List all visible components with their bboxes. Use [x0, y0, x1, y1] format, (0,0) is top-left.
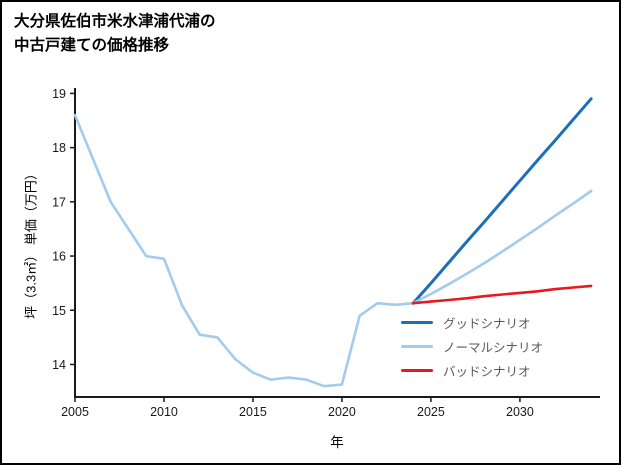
- x-tick-label: 2025: [417, 405, 445, 419]
- legend-item-normal-scenario: ノーマルシナリオ: [401, 339, 544, 355]
- normal-scenario-label: ノーマルシナリオ: [443, 341, 544, 355]
- series-line-1: [411, 97, 593, 305]
- y-tick-label: 14: [52, 358, 66, 372]
- bad-scenario-line-swatch: [401, 369, 433, 372]
- y-tick-label: 17: [52, 195, 66, 209]
- chart-title: 大分県佐伯市米水津浦代浦の 中古戸建ての価格推移: [14, 10, 216, 58]
- x-tick-label: 2015: [239, 405, 267, 419]
- x-tick-label: 2020: [328, 405, 356, 419]
- y-tick-label: 16: [52, 250, 66, 264]
- legend-item-good-scenario: グッドシナリオ: [401, 315, 543, 331]
- x-tick-label: 2030: [506, 405, 534, 419]
- y-tick-label: 15: [52, 304, 66, 318]
- x-axis-label: 年: [330, 435, 344, 450]
- chart-title-line2: 中古戸建ての価格推移: [14, 37, 170, 55]
- bad-scenario-label: バッドシナリオ: [443, 365, 531, 379]
- legend-item-bad-scenario: バッドシナリオ: [401, 363, 543, 379]
- good-scenario-line-swatch: [401, 321, 433, 324]
- good-scenario-label: グッドシナリオ: [443, 317, 531, 331]
- y-axis-label: 坪（3.3㎡） 単価（万円）: [23, 167, 39, 319]
- chart-title-line1: 大分県佐伯市米水津浦代浦の: [14, 13, 216, 30]
- chart-legend: グッドシナリオ ノーマルシナリオ バッドシナリオ: [401, 315, 544, 379]
- y-tick-label: 19: [52, 87, 66, 101]
- series-line-0: [73, 113, 415, 388]
- normal-scenario-line-swatch: [401, 345, 433, 348]
- series-line-2: [411, 189, 593, 305]
- x-tick-label: 2005: [61, 405, 89, 419]
- x-tick-label: 2010: [150, 405, 178, 419]
- series-line-3: [411, 284, 593, 305]
- y-tick-label: 18: [52, 141, 66, 155]
